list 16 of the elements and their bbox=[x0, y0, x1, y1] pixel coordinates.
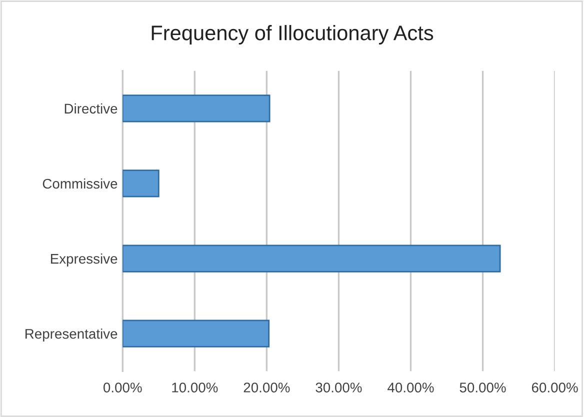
x-tick-label: 60.00% bbox=[532, 382, 578, 392]
x-tick-label: 20.00% bbox=[244, 382, 290, 392]
x-tick-label: 0.00% bbox=[103, 382, 142, 392]
y-tick-label: Directive bbox=[64, 103, 118, 114]
chart-title: Frequency of Illocutionary Acts bbox=[152, 25, 434, 44]
bar bbox=[122, 94, 270, 122]
x-tick-label: 10.00% bbox=[172, 382, 218, 392]
bar bbox=[122, 320, 270, 348]
x-tick-label: 50.00% bbox=[460, 382, 506, 392]
bar bbox=[122, 170, 160, 198]
bar bbox=[122, 244, 501, 272]
y-tick-label: Commissive bbox=[42, 178, 118, 189]
y-tick-label: Expressive bbox=[50, 254, 118, 266]
y-tick-label: Representative bbox=[26, 328, 118, 342]
x-tick-label: 30.00% bbox=[316, 382, 362, 392]
x-tick-label: 40.00% bbox=[388, 382, 434, 392]
